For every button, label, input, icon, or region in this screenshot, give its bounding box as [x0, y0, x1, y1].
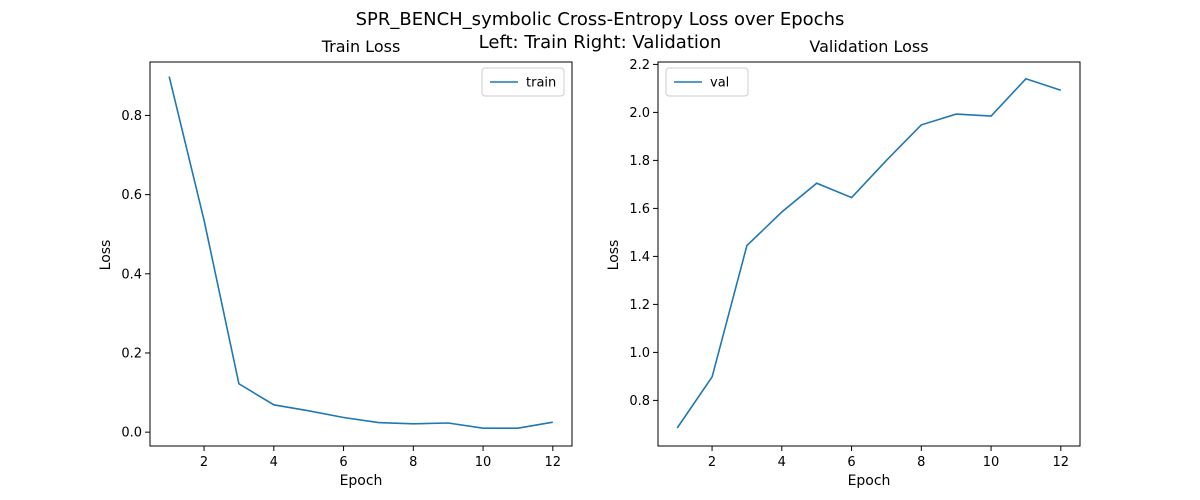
validation-loss-panel: Validation Loss Epoch Loss 2 4 6 8 10 12 0.8 1.… — [606, 37, 1081, 489]
validation-y-tick-label: 0.8 — [629, 394, 650, 409]
validation-series-line — [676, 77, 1062, 429]
validation-legend-label: val — [710, 76, 729, 91]
train-x-tick-label: 12 — [545, 455, 562, 470]
train-x-tick-label: 4 — [270, 455, 278, 470]
validation-x-tick-label: 4 — [778, 455, 786, 470]
validation-x-tick-label: 6 — [847, 455, 855, 470]
train-x-tick-label: 8 — [409, 455, 417, 470]
train-legend-box — [481, 67, 565, 97]
validation-y-tick-label: 1.6 — [629, 202, 650, 217]
validation-x-tick-label: 10 — [983, 455, 1000, 470]
train-y-tick-label: 0.2 — [121, 346, 142, 361]
validation-y-axis-label: Loss — [606, 240, 622, 271]
validation-legend: val — [665, 67, 749, 97]
train-y-axis-label: Loss — [98, 240, 114, 271]
validation-legend-box — [665, 67, 749, 97]
validation-x-tick-label: 12 — [1053, 455, 1070, 470]
figure-title-line1: SPR_BENCH_symbolic Cross-Entropy Loss ov… — [356, 9, 845, 30]
train-x-tick-label: 6 — [339, 455, 347, 470]
train-x-axis-label: Epoch — [340, 473, 383, 489]
train-axes-frame — [149, 61, 573, 447]
train-y-tick-label: 0.0 — [121, 426, 142, 441]
validation-y-tick-label: 1.8 — [629, 154, 650, 169]
train-y-tick-label: 0.4 — [121, 267, 142, 282]
validation-x-tick-label: 8 — [917, 455, 925, 470]
train-legend: train — [481, 67, 565, 97]
train-y-tick-label: 0.6 — [121, 188, 142, 203]
train-x-tick-label: 10 — [475, 455, 492, 470]
train-x-tick-label: 2 — [200, 455, 208, 470]
validation-x-tick-label: 2 — [708, 455, 716, 470]
validation-y-tick-label: 1.2 — [629, 298, 650, 313]
train-series-line — [168, 76, 553, 430]
validation-y-tick-label: 2.2 — [629, 58, 650, 73]
validation-y-tick-label: 1.4 — [629, 250, 650, 265]
figure-title-line2: Left: Train Right: Validation — [479, 32, 722, 53]
train-legend-label: train — [526, 76, 556, 91]
validation-x-axis-label: Epoch — [848, 473, 891, 489]
train-y-tick-label: 0.8 — [121, 109, 142, 124]
validation-y-tick-label: 1.0 — [629, 346, 650, 361]
validation-y-tick-label: 2.0 — [629, 106, 650, 121]
validation-axes-frame — [657, 61, 1081, 447]
train-loss-title: Train Loss — [321, 37, 401, 56]
train-loss-panel: Train Loss Epoch Loss 2 4 6 8 10 12 0.0 0.2 0.4 0… — [98, 37, 573, 489]
validation-loss-title: Validation Loss — [809, 37, 928, 56]
